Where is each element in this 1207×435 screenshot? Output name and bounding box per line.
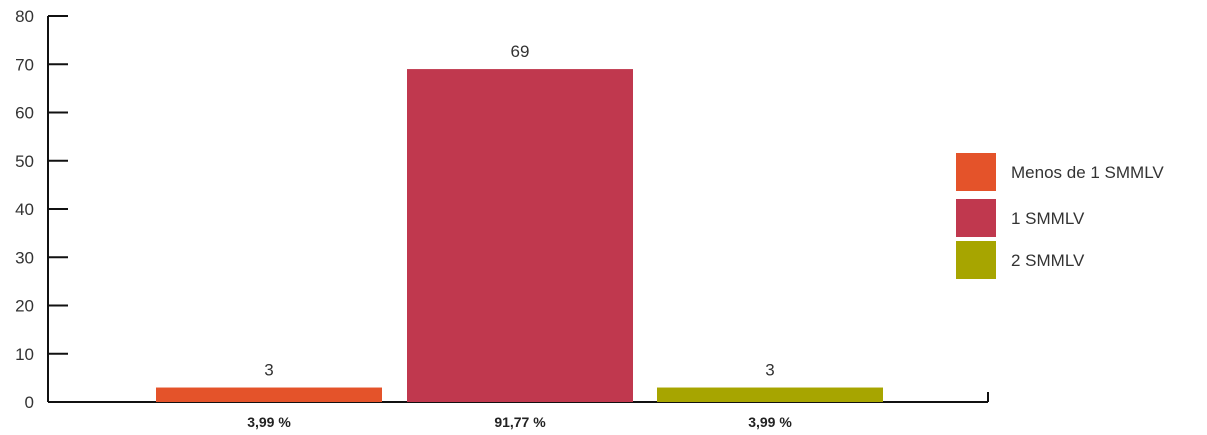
labels: 3 3,99 % 69 91,77 % 3 3,99 %: [247, 42, 792, 430]
legend-swatch: [956, 153, 996, 191]
y-tick-label: 80: [15, 7, 34, 26]
bar: [407, 69, 633, 402]
bar-value-label: 69: [511, 42, 530, 61]
y-tick-label: 50: [15, 152, 34, 171]
legend-label: 2 SMMLV: [1011, 251, 1085, 270]
bar-percent-label: 3,99 %: [247, 414, 291, 430]
bar-value-label: 3: [765, 361, 774, 380]
y-tick-label: 70: [15, 55, 34, 74]
bar: [657, 387, 883, 402]
legend: Menos de 1 SMMLV 1 SMMLV 2 SMMLV: [956, 153, 1164, 279]
bar-percent-label: 3,99 %: [748, 414, 792, 430]
y-tick-label: 30: [15, 248, 34, 267]
y-tick-label: 10: [15, 345, 34, 364]
y-tick-label: 0: [25, 393, 34, 412]
y-tick-label: 20: [15, 297, 34, 316]
y-tick-label: 60: [15, 104, 34, 123]
legend-swatch: [956, 199, 996, 237]
bar: [156, 387, 382, 402]
bar-value-label: 3: [264, 361, 273, 380]
bars: [156, 69, 883, 402]
bar-percent-label: 91,77 %: [494, 414, 546, 430]
legend-label: 1 SMMLV: [1011, 209, 1085, 228]
y-tick-label: 40: [15, 200, 34, 219]
legend-label: Menos de 1 SMMLV: [1011, 163, 1164, 182]
legend-swatch: [956, 241, 996, 279]
